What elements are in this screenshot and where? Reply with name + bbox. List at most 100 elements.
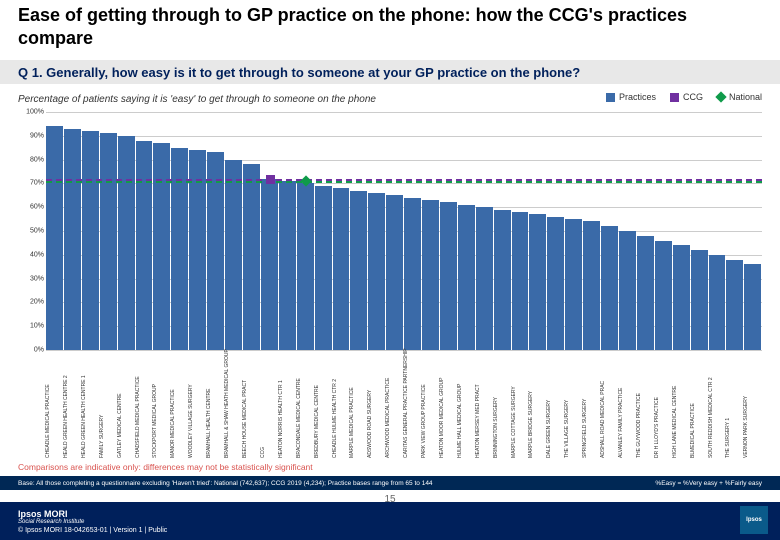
x-label: THE SURGERY 1	[726, 352, 743, 458]
bar	[243, 164, 260, 350]
bar	[494, 210, 511, 350]
bar	[547, 217, 564, 350]
x-label: DALE GREEN SURGERY	[547, 352, 564, 458]
bar	[82, 131, 99, 350]
y-tick: 40%	[18, 251, 44, 258]
bar	[529, 214, 546, 350]
x-label: THE VILLAGE SURGERY	[565, 352, 582, 458]
bar	[673, 245, 690, 350]
x-label: HIGH LANE MEDICAL CENTRE	[673, 352, 690, 458]
x-label: ADSHALL ROAD MEDICAL PRAC	[601, 352, 618, 458]
national-line	[46, 181, 762, 183]
bar	[422, 200, 439, 350]
legend-practices-label: Practices	[619, 92, 656, 102]
bar	[315, 186, 332, 350]
x-label: MARPLE COTTAGE SURGERY	[512, 352, 529, 458]
y-tick: 50%	[18, 228, 44, 235]
page: Ease of getting through to GP practice o…	[0, 0, 780, 540]
x-label: ADSWOOD ROAD SURGERY	[368, 352, 385, 458]
bar	[153, 143, 170, 350]
bar	[46, 126, 63, 350]
y-tick: 10%	[18, 323, 44, 330]
bar	[225, 160, 242, 350]
subheader: Percentage of patients saying it is 'eas…	[18, 94, 376, 105]
x-label: ALVANLEY FAMILY PRACTICE	[619, 352, 636, 458]
y-tick: 100%	[18, 109, 44, 116]
plot-area	[46, 112, 762, 350]
footer-left: Ipsos MORI Social Research Institute © I…	[18, 509, 167, 534]
x-label: BRINNINGTON SURGERY	[494, 352, 511, 458]
bar	[386, 195, 403, 350]
y-tick: 80%	[18, 156, 44, 163]
comparison-note: Comparisons are indicative only: differe…	[18, 462, 313, 472]
x-label: HULME HALL MEDICAL GROUP	[458, 352, 475, 458]
legend: Practices CCG National	[606, 92, 762, 102]
x-label: HEATON NORRIS HEALTH CTR 1	[279, 352, 296, 458]
bar	[100, 133, 117, 350]
x-label: CHEADLE HULME HEALTH CTR 2	[333, 352, 350, 458]
x-label: HEATON MERSEY MED PRACT	[476, 352, 493, 458]
bar	[64, 129, 81, 350]
bar	[261, 179, 278, 350]
x-label: GATLEY MEDICAL CENTRE	[118, 352, 135, 458]
bar	[691, 250, 708, 350]
bar	[279, 181, 296, 350]
legend-practices-swatch	[606, 93, 615, 102]
x-label: CARITAS GENERAL PRACTICE PARTNERSHIP	[404, 352, 421, 458]
x-label: PARK VIEW GROUP PRACTICE	[422, 352, 439, 458]
bar	[333, 188, 350, 350]
y-tick: 20%	[18, 299, 44, 306]
bar	[136, 141, 153, 350]
bar	[655, 241, 672, 350]
x-label: HEALD GREEN HEALTH CENTRE 1	[82, 352, 99, 458]
base-bar: Base: All those completing a questionnai…	[0, 476, 780, 490]
x-label: MARPLE BRIDGE SURGERY	[529, 352, 546, 458]
bar	[297, 183, 314, 350]
bar	[637, 236, 654, 350]
x-label: WOODLEY VILLAGE SURGERY	[189, 352, 206, 458]
ccg-marker	[266, 175, 275, 184]
bar	[512, 212, 529, 350]
x-label: CHEADLE MEDICAL PRACTICE	[46, 352, 63, 458]
x-label: MANOR MEDICAL PRACTICE	[171, 352, 188, 458]
y-tick: 0%	[18, 347, 44, 354]
bar	[744, 264, 761, 350]
x-label: VERNON PARK SURGERY	[744, 352, 761, 458]
x-label: MARPLE MEDICAL PRACTICE	[350, 352, 367, 458]
x-label: CHADSFIELD MEDICAL PRACTICE	[136, 352, 153, 458]
bar	[619, 231, 636, 350]
easy-definition: %Easy = %Very easy + %Fairly easy	[655, 480, 762, 487]
x-label: SOUTH REDDISH MEDICAL CTR 2	[709, 352, 726, 458]
x-label: HEATON MOOR MEDICAL GROUP	[440, 352, 457, 458]
y-tick: 60%	[18, 204, 44, 211]
question-bar: Q 1. Generally, how easy is it to get th…	[0, 60, 780, 84]
x-label: HEALD GREEN HEALTH CENTRE 2	[64, 352, 81, 458]
bar	[583, 221, 600, 350]
x-label: BRAMHALL HEALTH CENTRE	[207, 352, 224, 458]
legend-national-label: National	[729, 92, 762, 102]
chart: 0%10%20%30%40%50%60%70%80%90%100%	[18, 112, 762, 350]
legend-ccg-swatch	[670, 93, 679, 102]
x-label: BEECH HOUSE MEDICAL PRACT	[243, 352, 260, 458]
y-tick: 90%	[18, 132, 44, 139]
ipsos-logo: Ipsos	[740, 506, 768, 534]
x-label: ARCHWOOD MEDICAL PRACTICE	[386, 352, 403, 458]
x-label: BRAMHALL & SHAW HEATH MEDICAL GROUP	[225, 352, 242, 458]
x-label: STOCKPORT MEDICAL GROUP	[153, 352, 170, 458]
bar	[350, 191, 367, 350]
legend-practices: Practices	[606, 92, 656, 102]
bar	[601, 226, 618, 350]
bar	[726, 260, 743, 350]
bar	[476, 207, 493, 350]
base-text: Base: All those completing a questionnai…	[18, 480, 433, 487]
bar	[368, 193, 385, 350]
x-label: BRACONDALE MEDICAL CENTRE	[297, 352, 314, 458]
x-label: FAMILY SURGERY	[100, 352, 117, 458]
bar	[118, 136, 135, 350]
x-label: CCG	[261, 352, 278, 458]
legend-ccg: CCG	[670, 92, 703, 102]
question-text: Q 1. Generally, how easy is it to get th…	[18, 65, 580, 80]
x-label: THE GUYWOOD PRACTICE	[637, 352, 654, 458]
x-label: SPRINGFIELD SURGERY	[583, 352, 600, 458]
footer-sub: Social Research Institute	[18, 519, 167, 525]
